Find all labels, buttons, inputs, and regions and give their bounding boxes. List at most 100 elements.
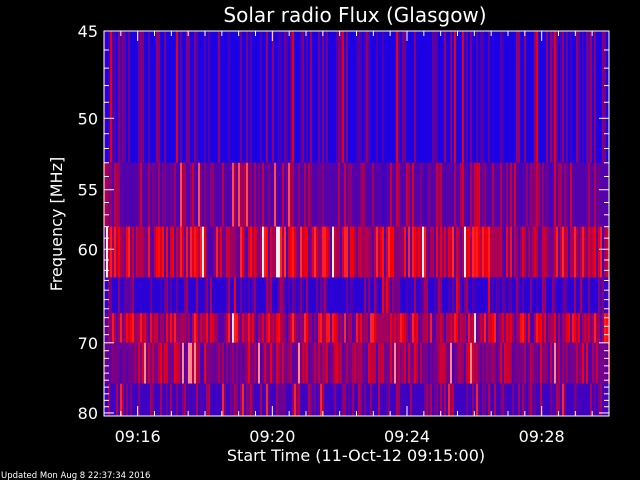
flux-stripe <box>136 226 138 278</box>
flux-stripe <box>504 277 506 314</box>
flux-stripe <box>314 226 316 278</box>
flux-stripe <box>454 226 456 278</box>
flux-stripe <box>368 31 370 163</box>
flux-stripe <box>536 162 538 227</box>
flux-stripe <box>226 277 228 314</box>
flux-stripe <box>402 226 404 278</box>
flux-stripe <box>266 313 268 343</box>
flux-stripe <box>280 313 282 343</box>
flux-stripe <box>474 342 476 384</box>
flux-stripe <box>352 277 354 314</box>
flux-stripe <box>478 313 480 343</box>
flux-stripe <box>374 313 376 343</box>
flux-stripe <box>476 226 478 278</box>
flux-stripe <box>206 277 208 314</box>
x-tick-label: 09:20 <box>249 427 295 446</box>
flux-stripe <box>408 162 410 227</box>
flux-stripe <box>522 277 524 314</box>
flux-stripe <box>156 313 158 343</box>
flux-stripe <box>380 342 382 384</box>
flux-stripe <box>350 277 352 314</box>
flux-stripe <box>494 313 496 343</box>
flux-stripe <box>124 277 126 314</box>
flux-stripe <box>148 342 150 384</box>
flux-stripe <box>562 277 564 314</box>
flux-stripe <box>320 383 322 416</box>
flux-stripe <box>558 226 560 278</box>
flux-stripe <box>344 342 346 384</box>
flux-stripe <box>228 31 230 163</box>
flux-stripe <box>546 162 548 227</box>
flux-stripe <box>592 342 594 384</box>
flux-stripe <box>462 342 464 384</box>
flux-stripe <box>184 277 186 314</box>
flux-stripe <box>326 342 328 384</box>
flux-stripe <box>534 313 536 343</box>
flux-stripe <box>360 162 362 227</box>
flux-stripe <box>414 277 416 314</box>
flux-stripe <box>134 313 136 343</box>
flux-stripe <box>278 313 280 343</box>
flux-stripe <box>244 277 246 314</box>
flux-stripe <box>536 277 538 314</box>
flux-stripe <box>542 226 544 278</box>
flux-stripe <box>272 226 274 278</box>
flux-stripe <box>242 383 244 416</box>
flux-stripe <box>108 383 110 416</box>
flux-stripe <box>420 277 422 314</box>
flux-stripe <box>432 342 434 384</box>
flux-stripe <box>318 383 320 416</box>
flux-stripe <box>434 31 436 163</box>
flux-stripe <box>188 226 190 278</box>
flux-stripe <box>248 277 250 314</box>
flux-stripe <box>500 31 502 163</box>
flux-stripe <box>538 342 540 384</box>
flux-stripe <box>542 313 544 343</box>
flux-stripe <box>558 162 560 227</box>
flux-stripe <box>120 342 122 384</box>
flux-stripe <box>562 31 564 163</box>
flux-stripe <box>428 226 430 278</box>
flux-stripe <box>554 313 556 343</box>
flux-stripe <box>190 162 192 227</box>
flux-stripe <box>388 313 390 343</box>
flux-stripe <box>390 226 392 278</box>
flux-stripe <box>218 31 220 163</box>
flux-stripe <box>498 313 500 343</box>
flux-stripe <box>180 31 182 163</box>
flux-stripe <box>544 342 546 384</box>
flux-stripe <box>260 383 262 416</box>
flux-stripe <box>152 342 154 384</box>
flux-stripe <box>554 226 556 278</box>
flux-stripe <box>376 31 378 163</box>
flux-stripe <box>104 226 106 278</box>
flux-stripe <box>538 226 540 278</box>
flux-stripe <box>358 342 360 384</box>
flux-stripe <box>444 31 446 163</box>
flux-stripe <box>352 383 354 416</box>
flux-stripe <box>478 162 480 227</box>
flux-stripe <box>238 313 240 343</box>
flux-stripe <box>560 313 562 343</box>
flux-stripe <box>574 313 576 343</box>
flux-stripe <box>188 31 190 163</box>
flux-stripe <box>602 277 604 314</box>
flux-stripe <box>310 383 312 416</box>
flux-stripe <box>204 342 206 384</box>
flux-stripe <box>156 31 158 163</box>
flux-stripe <box>336 342 338 384</box>
flux-stripe <box>146 226 148 278</box>
flux-stripe <box>352 313 354 343</box>
flux-stripe <box>536 31 538 163</box>
flux-stripe <box>190 342 192 384</box>
flux-stripe <box>296 226 298 278</box>
flux-stripe <box>200 226 202 278</box>
flux-stripe <box>570 226 572 278</box>
flux-stripe <box>442 383 444 416</box>
flux-stripe <box>204 162 206 227</box>
flux-stripe <box>386 277 388 314</box>
flux-stripe <box>334 313 336 343</box>
flux-stripe <box>134 342 136 384</box>
flux-stripe <box>322 342 324 384</box>
flux-stripe <box>318 313 320 343</box>
